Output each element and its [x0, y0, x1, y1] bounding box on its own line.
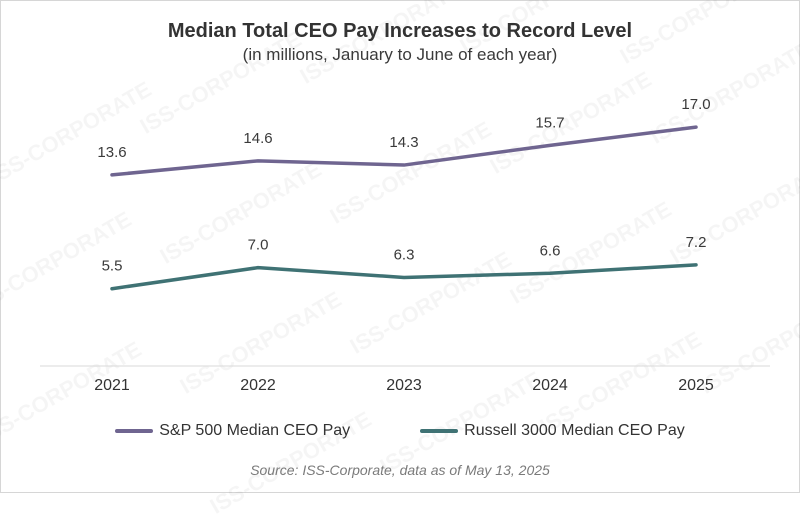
- x-tick-label-2025: 2025: [678, 377, 714, 394]
- data-label-russell3000-2022: 7.0: [248, 237, 269, 254]
- data-label-sp500-2025: 17.0: [681, 96, 710, 113]
- x-tick-label-2023: 2023: [386, 377, 422, 394]
- data-label-sp500-2021: 13.6: [97, 144, 126, 161]
- data-label-russell3000-2025: 7.2: [686, 234, 707, 251]
- x-tick-label-2022: 2022: [240, 377, 276, 394]
- legend: S&P 500 Median CEO Pay Russell 3000 Medi…: [0, 422, 800, 440]
- data-label-russell3000-2021: 5.5: [102, 258, 123, 275]
- x-tick-label-2021: 2021: [94, 377, 130, 394]
- data-label-russell3000-2023: 6.3: [394, 246, 415, 263]
- series-line-russell3000: [112, 265, 696, 289]
- x-tick-label-2024: 2024: [532, 377, 568, 394]
- data-label-sp500-2022: 14.6: [243, 130, 272, 147]
- legend-label-sp500: S&P 500 Median CEO Pay: [159, 422, 350, 440]
- data-label-sp500-2024: 15.7: [535, 114, 564, 131]
- legend-swatch-sp500: [115, 429, 153, 433]
- data-label-russell3000-2024: 6.6: [540, 242, 561, 259]
- legend-item-sp500: S&P 500 Median CEO Pay: [115, 422, 350, 440]
- legend-label-russell3000: Russell 3000 Median CEO Pay: [464, 422, 685, 440]
- line-chart: 13.6 14.6 14.3 15.7 17.0 5.5 7.0 6.3 6.6 7.2 2021…: [0, 0, 800, 493]
- source-note: Source: ISS-Corporate, data as of May 13…: [0, 462, 800, 478]
- legend-swatch-russell3000: [420, 429, 458, 433]
- data-label-sp500-2023: 14.3: [389, 134, 418, 151]
- legend-item-russell3000: Russell 3000 Median CEO Pay: [420, 422, 685, 440]
